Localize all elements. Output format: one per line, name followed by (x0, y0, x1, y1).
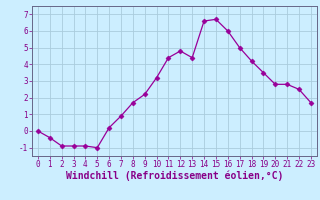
X-axis label: Windchill (Refroidissement éolien,°C): Windchill (Refroidissement éolien,°C) (66, 171, 283, 181)
